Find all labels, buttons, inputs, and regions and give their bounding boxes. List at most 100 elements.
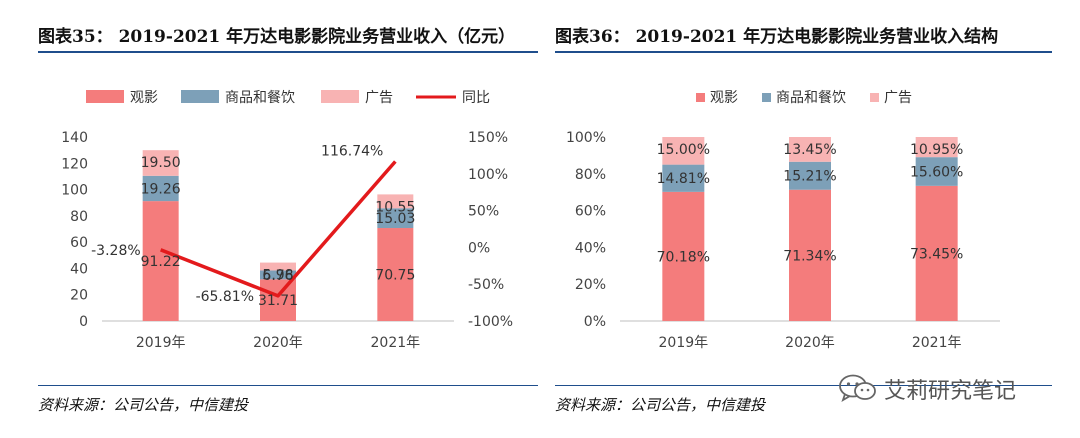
l-bar-label-box-office: 70.75 [375, 268, 415, 284]
left-source-note: 资料来源：公司公告，中信建投 [38, 396, 249, 414]
left-legend: 观影 商品和餐饮 广告 同比 [86, 90, 490, 106]
l-y-tick-label: 120 [61, 156, 88, 172]
r-bar-box-office [789, 189, 831, 321]
left-figure-title: 图表35： 2019-2021 年万达电影影院业务营业收入（亿元） [38, 27, 516, 47]
r-bar-label-box-office: 73.45% [910, 246, 963, 262]
l-bar-label-advertising: 5.98 [262, 268, 293, 284]
r-x-tick-label: 2020年 [785, 335, 835, 351]
legend-swatch-advertising-2 [870, 93, 879, 102]
l-y-tick-label: 80 [70, 209, 88, 225]
left-y-axis-ticks: 0 20 40 60 80 100 120 140 [61, 130, 88, 330]
l-y-tick-label: 40 [70, 261, 88, 277]
right-bar-labels: 70.18% 14.81% 15.00% 71.34% 15.21% 13.45% 73.4… [657, 142, 964, 265]
r-y-tick-label: 40% [575, 240, 606, 256]
r-y-tick-label: 0% [584, 314, 606, 330]
right-chart: 观影 商品和餐饮 广告 0% 20% 40% 60% 80% 100% 2019年 2020… [566, 90, 1000, 351]
l-x-tick-label: 2019年 [136, 335, 186, 351]
l-bar-food-beverage [377, 208, 414, 229]
r-bar-label-food-beverage: 14.81% [657, 171, 710, 187]
l-bar-label-food-beverage: 19.26 [141, 181, 181, 197]
right-figure-title: 图表36： 2019-2021 年万达电影影院业务营业收入结构 [555, 27, 999, 47]
legend-swatch-advertising [321, 90, 359, 103]
watermark: 艾莉研究笔记 [838, 372, 1016, 406]
r-bar-food-beverage [789, 161, 831, 190]
right-legend: 观影 商品和餐饮 广告 [696, 90, 912, 106]
l-bar-label-box-office: 31.71 [258, 293, 298, 309]
l-y-tick-label: 140 [61, 130, 88, 146]
l-bar-advertising [142, 150, 179, 176]
r-bar-label-advertising: 10.95% [910, 142, 963, 158]
l-x-tick-label: 2020年 [253, 335, 303, 351]
l-y-tick-label: 60 [70, 235, 88, 251]
r-x-tick-label: 2019年 [659, 335, 709, 351]
r-y-tick-label: 20% [575, 277, 606, 293]
left-bars [142, 150, 414, 321]
l-bar-box-office [142, 201, 179, 321]
right-top-rule [555, 51, 1052, 53]
l-bar-box-office [377, 228, 414, 321]
right-bottom-rule [555, 385, 1052, 386]
legend-label-box-office-2: 观影 [710, 90, 738, 106]
left-top-rule [38, 51, 538, 53]
l-y2-tick-label: -100% [468, 314, 513, 330]
r-bar-advertising [915, 137, 958, 158]
l-y-tick-label: 0 [79, 314, 88, 330]
r-bar-food-beverage [662, 164, 705, 192]
r-bar-label-box-office: 71.34% [783, 248, 836, 264]
left-x-axis-ticks: 2019年 2020年 2021年 [136, 335, 420, 351]
l-y2-tick-label: -50% [468, 277, 504, 293]
l-bar-label-food-beverage: 6.76 [262, 268, 293, 284]
left-bar-labels: 91.22 19.26 19.50 31.71 6.765.98 70.75 15.0310… [141, 155, 416, 309]
r-bar-label-advertising: 15.00% [657, 142, 710, 158]
l-yoy-label: -65.81% [196, 289, 254, 305]
r-bar-label-advertising: 13.45% [783, 142, 836, 158]
l-y2-tick-label: 0% [468, 240, 490, 256]
r-y-tick-label: 80% [575, 167, 606, 183]
l-bar-advertising [260, 262, 296, 271]
r-x-tick-label: 2021年 [912, 335, 962, 351]
right-bars [662, 137, 958, 321]
r-bar-label-food-beverage: 15.60% [910, 165, 963, 181]
r-bar-box-office [662, 191, 705, 321]
r-bar-label-box-office: 70.18% [657, 249, 710, 265]
legend-label-yoy: 同比 [462, 90, 490, 106]
r-bar-label-food-beverage: 15.21% [783, 169, 836, 185]
wechat-icon [839, 374, 876, 402]
l-bar-label-advertising: 19.50 [141, 155, 181, 171]
l-y2-tick-label: 100% [468, 167, 508, 183]
l-yoy-label: 116.74% [321, 143, 383, 159]
legend-label-advertising: 广告 [365, 90, 393, 106]
l-x-tick-label: 2021年 [371, 335, 421, 351]
legend-swatch-food-beverage-2 [762, 93, 771, 102]
l-y2-tick-label: 150% [468, 130, 508, 146]
r-y-tick-label: 100% [566, 130, 606, 146]
legend-label-advertising-2: 广告 [884, 90, 912, 106]
r-bar-box-office [915, 185, 958, 321]
l-yoy-label: -3.28% [91, 243, 141, 259]
l-bar-advertising [377, 194, 414, 209]
r-bar-advertising [662, 137, 705, 165]
legend-swatch-box-office-2 [696, 93, 705, 102]
left-yoy-labels: -3.28% -65.81% 116.74% [91, 143, 383, 304]
l-bar-box-office [260, 279, 296, 321]
r-y-tick-label: 60% [575, 204, 606, 220]
l-y2-tick-label: 50% [468, 204, 499, 220]
legend-label-food-beverage: 商品和餐饮 [225, 90, 295, 106]
l-bar-label-advertising: 10.55 [375, 199, 415, 215]
l-bar-food-beverage [142, 175, 179, 202]
right-y-axis-ticks: 0% 20% 40% 60% 80% 100% [566, 130, 606, 330]
left-y2-axis-ticks: -100% -50% 0% 50% 100% 150% [468, 130, 513, 330]
legend-label-food-beverage-2: 商品和餐饮 [776, 90, 846, 106]
right-x-axis-ticks: 2019年 2020年 2021年 [659, 335, 962, 351]
r-bar-food-beverage [915, 157, 958, 186]
r-bar-advertising [789, 137, 831, 162]
left-yoy-line [160, 160, 397, 298]
legend-swatch-food-beverage [181, 90, 219, 103]
l-bar-food-beverage [260, 270, 296, 280]
legend-label-box-office: 观影 [130, 90, 158, 106]
left-bottom-rule [38, 385, 538, 386]
right-source-note: 资料来源：公司公告，中信建投 [555, 396, 766, 414]
l-bar-label-box-office: 91.22 [141, 254, 181, 270]
